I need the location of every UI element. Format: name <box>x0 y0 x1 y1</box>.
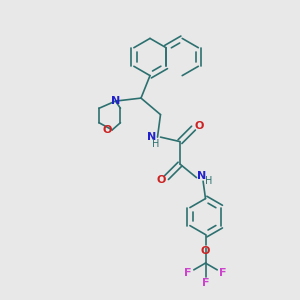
Text: F: F <box>219 268 227 278</box>
Text: N: N <box>148 132 157 142</box>
Text: O: O <box>194 121 204 131</box>
Text: O: O <box>201 245 210 256</box>
Text: N: N <box>197 171 206 181</box>
Text: N: N <box>111 96 120 106</box>
Text: H: H <box>152 139 160 149</box>
Text: O: O <box>102 125 112 135</box>
Text: F: F <box>202 278 209 288</box>
Text: O: O <box>156 175 166 185</box>
Text: H: H <box>206 176 213 186</box>
Text: F: F <box>184 268 192 278</box>
